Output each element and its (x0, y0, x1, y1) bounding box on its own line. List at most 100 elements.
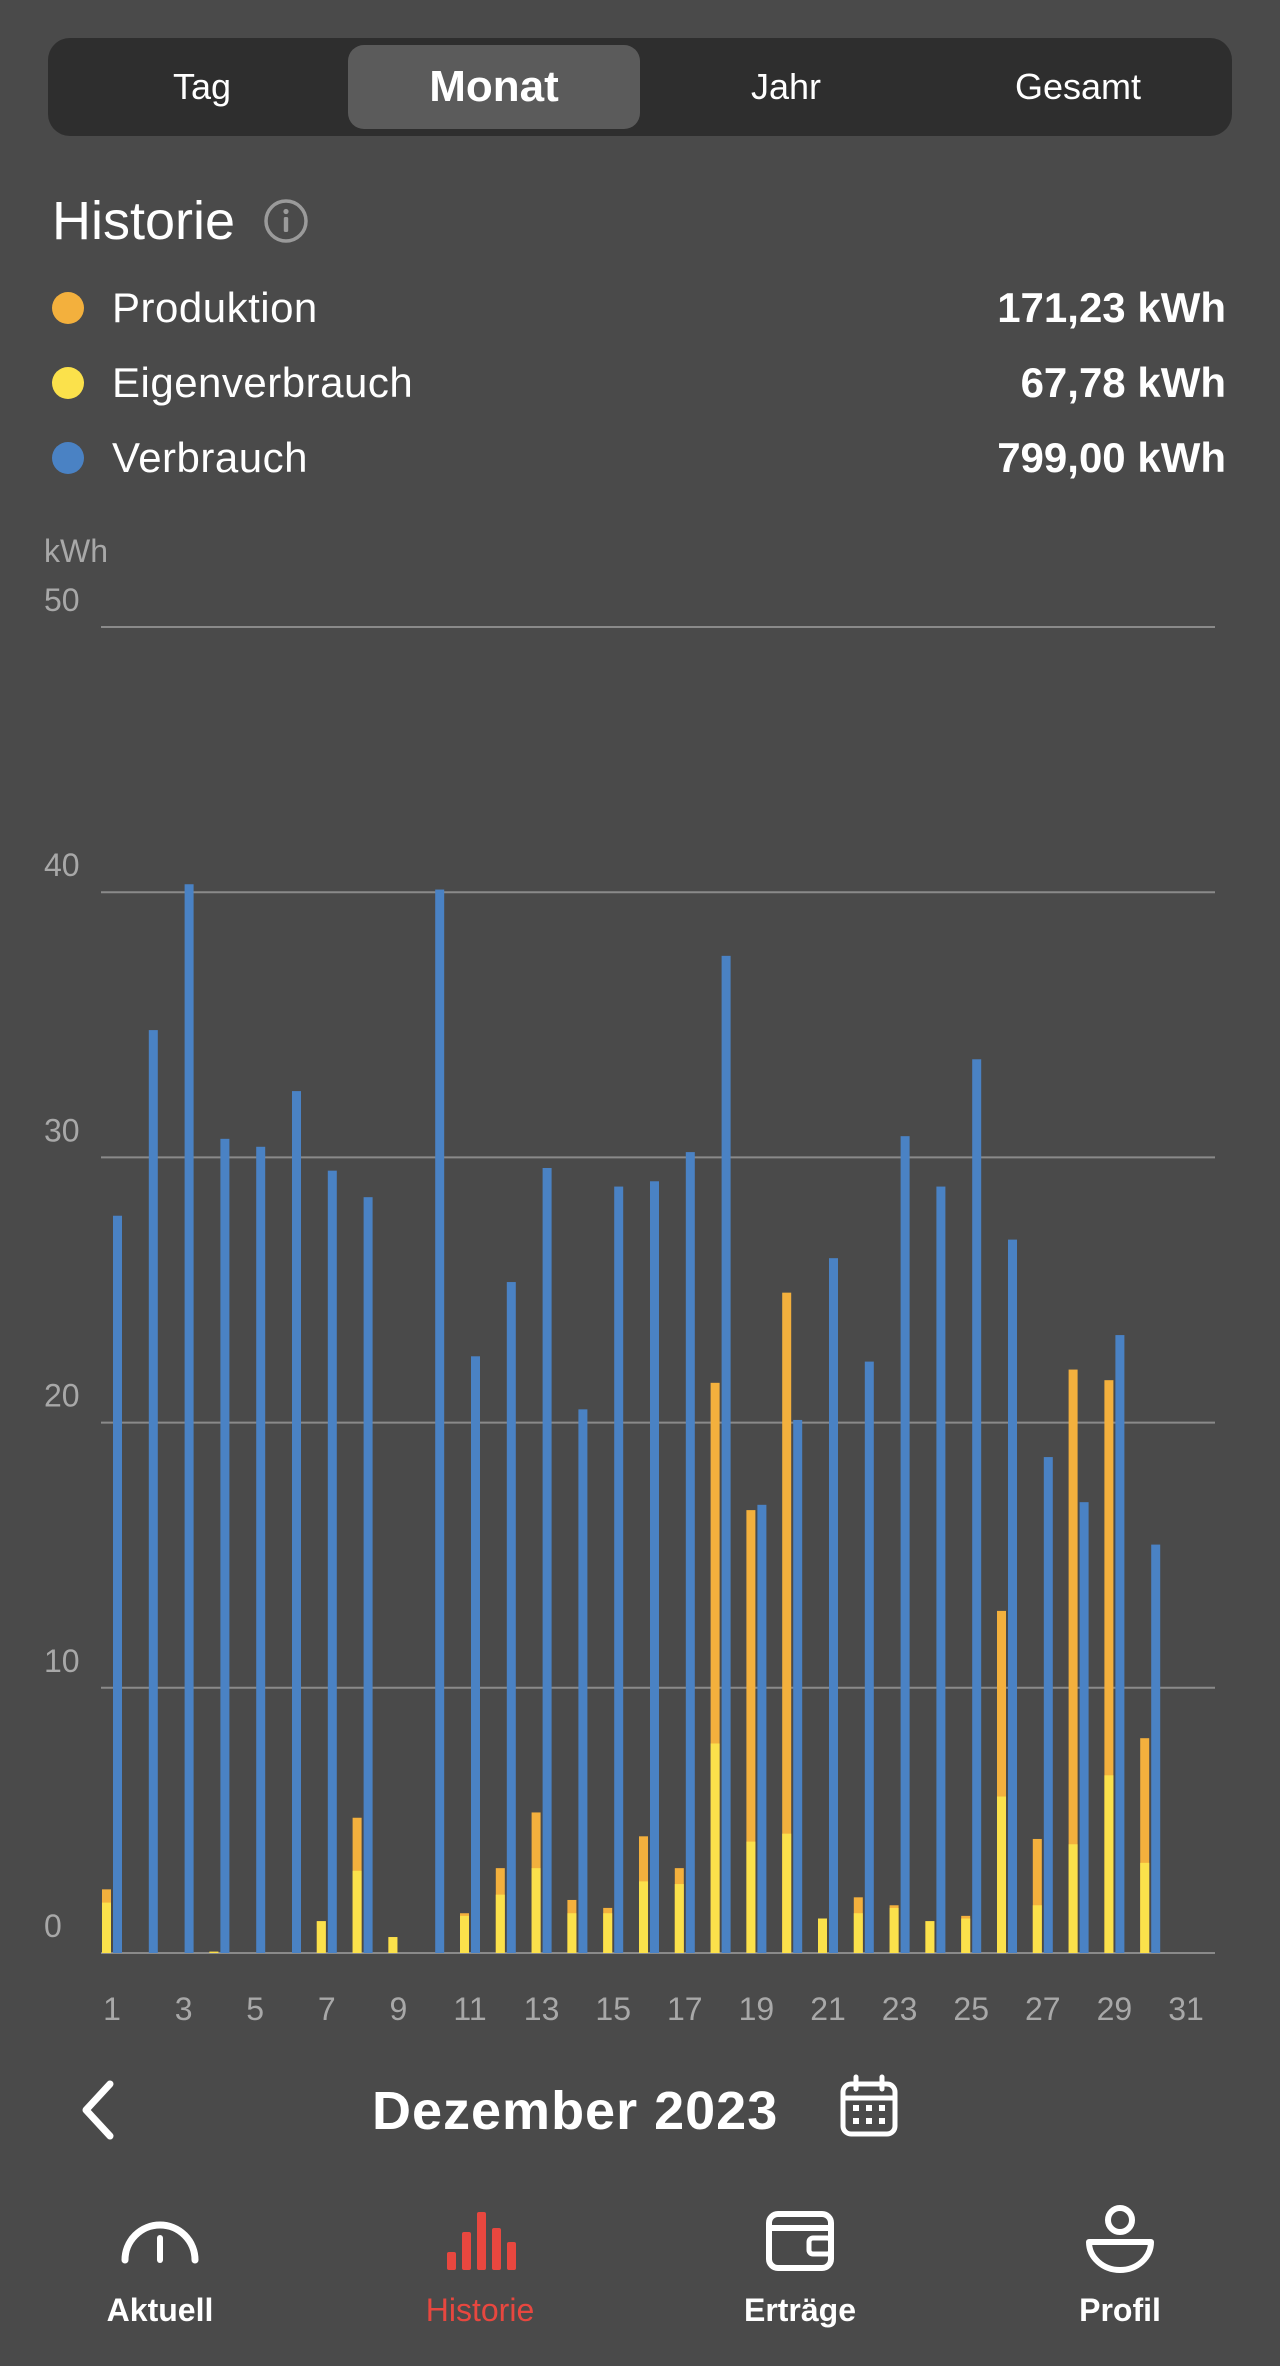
legend-value: 67,78 kWh (1020, 359, 1226, 406)
bottom-tab-bar: Aktuell Historie Erträge Profil (0, 2180, 1280, 2366)
x-tick-label: 9 (390, 1991, 408, 2027)
production-bar (997, 1610, 1006, 1953)
info-icon[interactable] (263, 198, 309, 244)
self-consumption-bar (1068, 1844, 1078, 1953)
tab-aktuell[interactable]: Aktuell (0, 2180, 320, 2366)
self-consumption-bar (1104, 1775, 1114, 1953)
tab-tag[interactable]: Tag (172, 66, 232, 107)
self-consumption-bar (1140, 1862, 1150, 1953)
self-consumption-bar (567, 1913, 577, 1953)
production-bar (1032, 1838, 1042, 1953)
legend-label: Eigenverbrauch (112, 359, 414, 406)
x-tick-label: 27 (1025, 1991, 1061, 2027)
self-consumption-bar (674, 1884, 684, 1953)
consumption-bar (864, 1361, 874, 1953)
bar-chart-icon (447, 2212, 516, 2270)
self-consumption-bar (961, 1918, 971, 1953)
chevron-left-icon[interactable] (70, 2078, 130, 2142)
self-consumption-bar (639, 1881, 648, 1953)
tab-historie[interactable]: Historie (320, 2180, 640, 2366)
page-title: Historie (52, 191, 236, 251)
self-consumption-bar (316, 1921, 326, 1953)
consumption-bar (1008, 1239, 1017, 1953)
tab-monat[interactable]: Monat (348, 45, 640, 129)
x-tick-label: 29 (1097, 1991, 1133, 2027)
consumption-bar (292, 1091, 301, 1953)
consumption-bar (757, 1504, 767, 1953)
consumption-dot (52, 442, 84, 474)
consumption-bar (614, 1186, 624, 1953)
legend-value: 171,23 kWh (997, 284, 1226, 331)
wallet-icon (766, 2211, 834, 2271)
consumption-bar (506, 1282, 516, 1953)
consumption-bar (650, 1181, 659, 1953)
self-consumption-dot (52, 367, 84, 399)
production-bar (710, 1382, 720, 1953)
self-consumption-bar (818, 1918, 827, 1953)
y-tick-label: 10 (44, 1643, 80, 1679)
production-bar (782, 1292, 792, 1953)
production-bar (1104, 1380, 1114, 1953)
consumption-bar (363, 1197, 373, 1953)
consumption-bar (1043, 1457, 1053, 1953)
calendar-icon[interactable] (838, 2074, 900, 2140)
consumption-bar (900, 1136, 910, 1953)
self-consumption-bar (889, 1907, 899, 1953)
consumption-bar (471, 1356, 480, 1953)
self-consumption-bar (1032, 1905, 1042, 1953)
x-tick-label: 31 (1168, 1991, 1204, 2027)
tab-gesamt[interactable]: Gesamt (1014, 66, 1142, 107)
y-tick-label: 30 (44, 1112, 80, 1148)
y-unit-label: kWh (44, 533, 108, 569)
self-consumption-bar (782, 1833, 792, 1953)
consumption-bar (1151, 1544, 1161, 1953)
tab-ertraege[interactable]: Erträge (640, 2180, 960, 2366)
x-tick-label: 25 (953, 1991, 989, 2027)
self-consumption-bar (102, 1902, 111, 1953)
production-bar (1068, 1369, 1078, 1953)
consumption-bar (327, 1170, 337, 1953)
self-consumption-bar (352, 1870, 362, 1953)
consumption-bar (220, 1138, 230, 1953)
consumption-bar (578, 1409, 588, 1953)
consumption-bar (936, 1186, 946, 1953)
consumption-bar (721, 955, 731, 1953)
consumption-bar (542, 1168, 552, 1953)
tab-profil[interactable]: Profil (960, 2180, 1280, 2366)
x-tick-label: 13 (524, 1991, 560, 2027)
tab-label: Historie (425, 2292, 535, 2328)
x-tick-label: 11 (453, 1991, 486, 2027)
consumption-bar (1079, 1502, 1089, 1953)
consumption-bar (256, 1146, 266, 1953)
tab-label: Aktuell (106, 2292, 214, 2328)
legend-consumption: Verbrauch 799,00 kWh (52, 430, 1226, 486)
consumption-bar (113, 1215, 122, 1953)
x-tick-label: 3 (175, 1991, 193, 2027)
self-consumption-bar (746, 1841, 756, 1953)
production-bar (1140, 1738, 1150, 1953)
consumption-bar (685, 1152, 695, 1953)
legend-label: Verbrauch (112, 434, 308, 481)
legend-self-consumption: Eigenverbrauch 67,78 kWh (52, 355, 1226, 411)
x-tick-label: 19 (739, 1991, 775, 2027)
consumption-bar (1115, 1335, 1125, 1953)
month-navigation: Dezember 2023 (0, 2060, 1280, 2160)
y-tick-label: 20 (44, 1378, 80, 1414)
x-tick-label: 17 (667, 1991, 703, 2027)
x-tick-label: 7 (318, 1991, 336, 2027)
y-tick-label: 50 (44, 582, 80, 618)
self-consumption-bar (925, 1921, 935, 1953)
self-consumption-bar (853, 1913, 863, 1953)
x-tick-label: 15 (595, 1991, 631, 2027)
period-segmented-control: Tag Monat Jahr Gesamt (48, 38, 1232, 136)
y-tick-label: 40 (44, 847, 80, 883)
self-consumption-bar (460, 1915, 469, 1953)
consumption-bar (184, 884, 194, 1953)
self-consumption-bar (997, 1796, 1006, 1953)
self-consumption-bar (531, 1868, 541, 1953)
tab-jahr[interactable]: Jahr (750, 66, 822, 107)
consumption-bar (972, 1059, 982, 1953)
self-consumption-bar (603, 1913, 613, 1953)
self-consumption-bar (710, 1743, 720, 1953)
